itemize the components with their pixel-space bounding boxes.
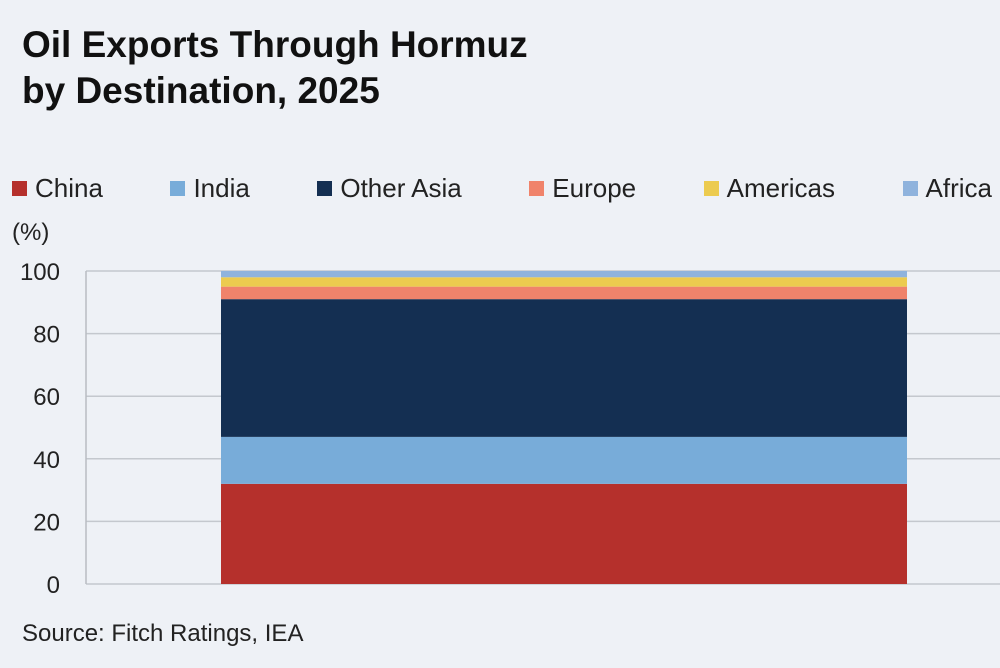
- source-note: Source: Fitch Ratings, IEA: [22, 620, 304, 647]
- legend-swatch-china: [12, 180, 27, 196]
- y-tick-label-20: 20: [33, 509, 60, 536]
- legend-label-other-asia: Other Asia: [340, 172, 462, 203]
- bar-segment-americas: [221, 277, 907, 287]
- y-axis-unit-label: (%): [12, 219, 50, 246]
- y-tick-label-40: 40: [33, 447, 60, 474]
- legend-item-africa: Africa: [902, 172, 992, 204]
- legend-item-china: China: [12, 173, 103, 204]
- bar-segment-other-asia: [221, 299, 907, 437]
- legend-swatch-americas: [703, 180, 719, 196]
- legend-item-americas: Americas: [703, 172, 835, 204]
- legend-swatch-africa: [902, 180, 918, 196]
- legend-item-other-asia: Other Asia: [317, 172, 462, 204]
- bar-segment-india: [221, 436, 907, 484]
- bar-segment-europe: [221, 286, 907, 300]
- y-tick-label-60: 60: [33, 384, 60, 411]
- y-tick-label-80: 80: [33, 322, 60, 349]
- chart-title-line-1: Oil Exports Through Hormuz: [22, 24, 528, 65]
- legend: China India Other Asia Europe Americas A…: [12, 170, 992, 206]
- legend-swatch-europe: [529, 180, 545, 196]
- chart-title: Oil Exports Through Hormuz by Destinatio…: [22, 22, 528, 114]
- bar-segment-china: [221, 483, 907, 584]
- legend-label-china: China: [35, 172, 103, 203]
- legend-label-americas: Americas: [726, 172, 835, 203]
- legend-swatch-other-asia: [317, 180, 333, 196]
- legend-label-europe: Europe: [552, 172, 637, 203]
- legend-item-india: India: [170, 172, 250, 204]
- bar-segment-africa: [221, 271, 907, 278]
- legend-label-india: India: [193, 172, 250, 203]
- legend-item-europe: Europe: [529, 173, 636, 204]
- legend-label-africa: Africa: [925, 172, 992, 203]
- legend-swatch-india: [170, 180, 186, 196]
- y-tick-label-0: 0: [47, 572, 60, 599]
- chart-title-line-2: by Destination, 2025: [22, 70, 380, 111]
- y-tick-label-100: 100: [20, 259, 60, 286]
